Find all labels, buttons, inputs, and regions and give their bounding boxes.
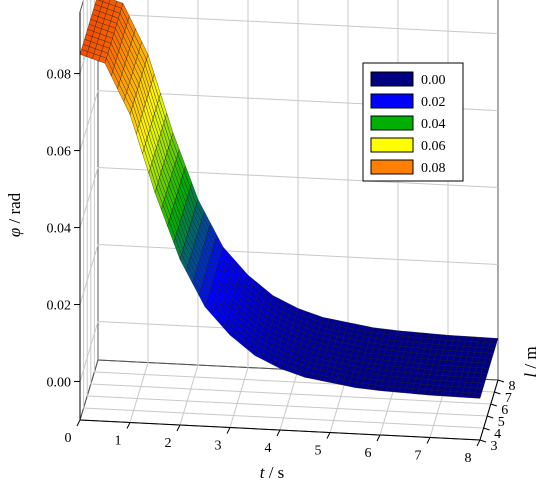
t-tick-mark	[76, 419, 81, 427]
t-tick-label: 3	[215, 439, 222, 454]
surface-cell	[487, 347, 496, 354]
legend-swatch	[370, 137, 414, 153]
legend-swatch	[370, 115, 414, 131]
t-tick-mark	[126, 422, 131, 429]
t-tick-mark	[226, 427, 231, 434]
x-axis-title: t / s	[260, 463, 285, 482]
y-axis-title-var: l	[521, 373, 540, 378]
l-gridline	[90, 0, 491, 405]
l-tick-label: 8	[509, 379, 516, 394]
y-axis-title-unit: / m	[521, 346, 540, 372]
l-tick-label: 3	[491, 439, 498, 454]
t-tick-label: 6	[365, 446, 372, 461]
legend-label: 0.04	[421, 117, 446, 132]
t-tick-label: 7	[415, 449, 422, 464]
x-axis-title-var: t	[260, 463, 266, 482]
z-tick-label: 0.04	[47, 222, 72, 237]
surface-cell	[478, 377, 487, 384]
legend: 0.00 0.02 0.04 0.06 0.08	[362, 62, 464, 182]
surface-cell	[476, 382, 485, 389]
surface-cell	[479, 372, 488, 379]
z-tick-label: 0.06	[47, 145, 72, 160]
z-axis-title: φ / rad	[5, 192, 24, 237]
l-axis-line	[479, 379, 499, 441]
t-tick-mark	[176, 424, 181, 432]
t-tick-mark	[276, 429, 281, 437]
legend-label: 0.08	[421, 161, 446, 176]
t-tick-mark	[326, 432, 331, 439]
z-axis-title-var: φ	[5, 228, 24, 237]
legend-swatch	[370, 159, 414, 175]
surface-cell	[484, 357, 493, 364]
z-tick-label: 0.00	[47, 376, 72, 391]
t-tick-label: 8	[465, 451, 472, 466]
l-tick-label: 4	[494, 427, 501, 442]
t-gridline	[179, 0, 199, 426]
t-tick-label: 1	[115, 434, 122, 449]
l-gridline	[83, 0, 484, 429]
l-tick-mark	[479, 439, 487, 443]
surface-cell	[475, 387, 484, 394]
t-tick-label: 5	[315, 444, 322, 459]
l-tick-mark	[490, 403, 497, 407]
t-tick-mark	[476, 439, 481, 447]
z-tick-label: 0.08	[47, 68, 72, 83]
l-gridline	[86, 0, 488, 417]
surface-cell	[482, 362, 491, 369]
t-tick-mark	[376, 434, 381, 442]
z-tick-label: 0.02	[47, 299, 72, 314]
l-tick-mark	[487, 415, 494, 419]
y-axis-title: l / m	[521, 346, 540, 377]
t-tick-label: 2	[165, 436, 172, 451]
z-gridline	[79, 243, 499, 305]
legend-label: 0.00	[421, 73, 446, 88]
surface-cell	[473, 392, 482, 399]
t-tick-label: 0	[65, 431, 72, 446]
surface-plot	[79, 0, 499, 399]
legend-swatch	[370, 71, 414, 87]
t-gridline	[229, 0, 249, 428]
l-tick-label: 7	[505, 391, 512, 406]
z-axis-title-unit: / rad	[5, 192, 24, 227]
surface-cell	[490, 337, 499, 344]
l-tick-mark	[497, 379, 505, 383]
legend-label: 0.02	[421, 95, 446, 110]
t-tick-mark	[426, 437, 431, 444]
surface-cell	[485, 352, 494, 359]
x-axis-title-unit: / s	[264, 463, 284, 482]
legend-swatch	[370, 93, 414, 109]
t-tick-label: 4	[265, 441, 272, 456]
l-tick-label: 6	[501, 403, 508, 418]
l-tick-mark	[483, 427, 490, 431]
legend-label: 0.06	[421, 139, 446, 154]
l-tick-label: 5	[498, 415, 505, 430]
surface-cell	[488, 342, 497, 349]
l-tick-mark	[494, 391, 501, 395]
surface-cell	[481, 367, 490, 374]
